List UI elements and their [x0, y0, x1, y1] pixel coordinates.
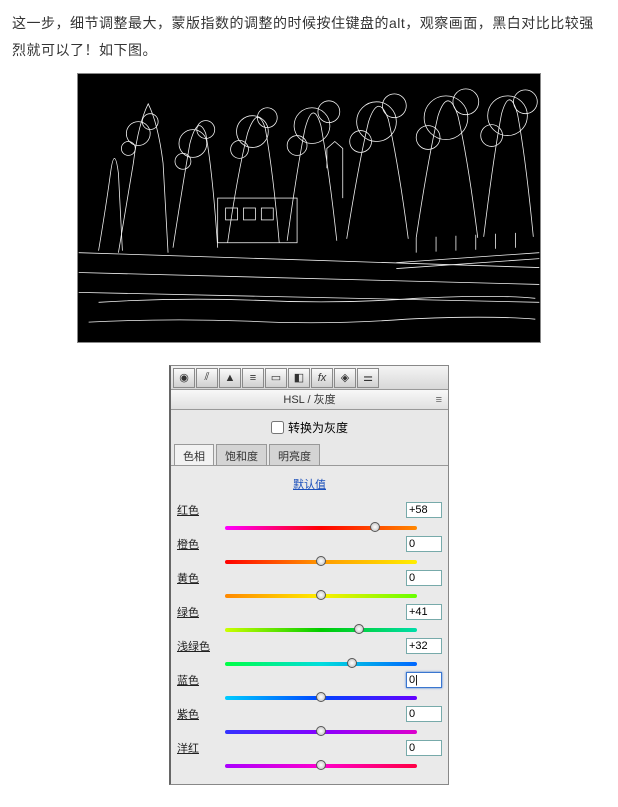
slider-thumb[interactable]: [316, 556, 326, 566]
slider-label: 浅绿色: [177, 638, 225, 654]
slider-value-input[interactable]: [406, 740, 442, 756]
grayscale-checkbox[interactable]: [271, 421, 284, 434]
slider-thumb[interactable]: [316, 692, 326, 702]
panel-title: HSL / 灰度: [171, 390, 448, 410]
slider-row: 橙色: [177, 536, 442, 552]
tabs: 色相 饱和度 明亮度: [171, 444, 448, 466]
slider-value-input[interactable]: [406, 536, 442, 552]
slider-track[interactable]: [225, 520, 417, 534]
preview-edge-image: [77, 73, 541, 343]
slider-value-input[interactable]: [406, 604, 442, 620]
slider-track[interactable]: [225, 588, 417, 602]
slider-thumb[interactable]: [316, 760, 326, 770]
tab-luminance[interactable]: 明亮度: [269, 444, 320, 465]
default-values-link[interactable]: 默认值: [177, 470, 442, 500]
slider-value-input[interactable]: [406, 570, 442, 586]
slider-track[interactable]: [225, 690, 417, 704]
slider-label: 橙色: [177, 536, 225, 552]
tab-hue[interactable]: 色相: [174, 444, 214, 465]
slider-value-input[interactable]: [406, 672, 442, 688]
instruction-text: 这一步，细节调整最大，蒙版指数的调整的时候按住键盘的alt，观察画面，黑白对比比…: [0, 0, 618, 71]
slider-track[interactable]: [225, 656, 417, 670]
panel-toolbar: ◉ ⫽ ▲ ≡ ▭ ◧ fx ◈ ⚌: [171, 366, 448, 390]
slider-value-input[interactable]: [406, 638, 442, 654]
slider-row: 洋红: [177, 740, 442, 756]
crop-icon[interactable]: ▭: [265, 368, 287, 388]
slider-track[interactable]: [225, 758, 417, 772]
slider-label: 紫色: [177, 706, 225, 722]
camera-icon[interactable]: ◈: [334, 368, 356, 388]
slider-row: 红色: [177, 502, 442, 518]
slider-thumb[interactable]: [354, 624, 364, 634]
fx-icon[interactable]: fx: [311, 368, 333, 388]
sliders-icon[interactable]: ⚌: [357, 368, 379, 388]
grayscale-label: 转换为灰度: [288, 419, 348, 436]
slider-thumb[interactable]: [316, 590, 326, 600]
slider-track[interactable]: [225, 554, 417, 568]
slider-row: 浅绿色: [177, 638, 442, 654]
tab-body: 默认值 红色橙色黄色绿色浅绿色蓝色紫色洋红: [171, 466, 448, 784]
slider-label: 蓝色: [177, 672, 225, 688]
tab-saturation[interactable]: 饱和度: [216, 444, 267, 465]
slider-value-input[interactable]: [406, 502, 442, 518]
slider-row: 绿色: [177, 604, 442, 620]
slider-value-input[interactable]: [406, 706, 442, 722]
slider-label: 洋红: [177, 740, 225, 756]
slider-track[interactable]: [225, 724, 417, 738]
slider-thumb[interactable]: [347, 658, 357, 668]
slider-row: 蓝色: [177, 672, 442, 688]
aperture-icon[interactable]: ◉: [173, 368, 195, 388]
histogram-icon[interactable]: ⫽: [196, 368, 218, 388]
slider-row: 黄色: [177, 570, 442, 586]
lines-icon[interactable]: ≡: [242, 368, 264, 388]
triangle-icon[interactable]: ▲: [219, 368, 241, 388]
slider-track[interactable]: [225, 622, 417, 636]
slider-row: 紫色: [177, 706, 442, 722]
slider-thumb[interactable]: [316, 726, 326, 736]
grayscale-checkbox-row: 转换为灰度: [171, 410, 448, 444]
slider-label: 绿色: [177, 604, 225, 620]
split-icon[interactable]: ◧: [288, 368, 310, 388]
slider-thumb[interactable]: [370, 522, 380, 532]
slider-label: 红色: [177, 502, 225, 518]
slider-label: 黄色: [177, 570, 225, 586]
hsl-panel: ◉ ⫽ ▲ ≡ ▭ ◧ fx ◈ ⚌ HSL / 灰度 转换为灰度 色相 饱和度…: [169, 365, 449, 785]
